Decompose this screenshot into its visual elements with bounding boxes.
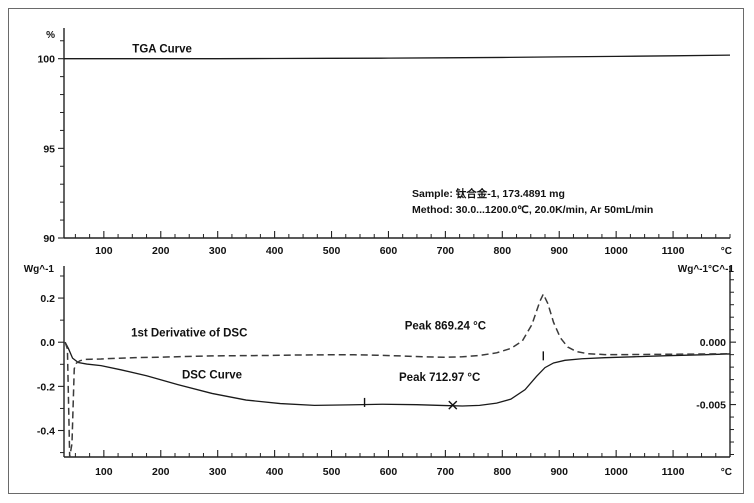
dsc-y-tick--0.2: -0.2	[37, 381, 55, 393]
x-tick-label-1100: 1100	[662, 245, 685, 257]
annotation-peak-869: Peak 869.24 °C	[405, 320, 486, 332]
annotation-derivative-label: 1st Derivative of DSC	[131, 328, 247, 340]
x-axis-unit-top: °C	[721, 246, 732, 257]
series-dsc-curve	[64, 341, 731, 407]
y-tick-label-90: 90	[43, 233, 55, 245]
method-line: Method: 30.0...1200.0℃, 20.0K/min, Ar 50…	[412, 204, 654, 216]
tga-panel: 90 95 100% 100 200 300 400 500 600 700 800 900 1000 1…	[8, 8, 744, 266]
marker-peak-x-712.97	[448, 400, 458, 410]
series-dsc-derivative	[64, 292, 731, 458]
dsc-x-tick-1000: 1000	[604, 466, 628, 478]
x-tick-label-100: 100	[95, 245, 113, 257]
x-tick-label-400: 400	[266, 245, 284, 257]
dsc-x-tick-300: 300	[209, 466, 227, 478]
x-tick-label-500: 500	[323, 245, 341, 257]
tga-plot: 90 95 100% 100 200 300 400 500 600 700 800 900 1000 1…	[37, 28, 732, 257]
dsc-y-axis-unit-left: Wg^-1	[24, 264, 55, 275]
dsc-y-tick-right-0: 0.000	[700, 337, 726, 349]
x-tick-label-300: 300	[209, 245, 227, 257]
dsc-y-tick-0: 0.0	[40, 337, 55, 349]
series-tga-curve	[64, 54, 731, 60]
dsc-y-tick--0.4: -0.4	[37, 426, 55, 438]
dsc-y-tick-0.2: 0.2	[40, 293, 55, 305]
y-tick-label-100: 100	[37, 54, 55, 66]
dsc-x-tick-800: 800	[494, 466, 512, 478]
x-tick-label-700: 700	[437, 245, 455, 257]
annotation-dsc-curve-label: DSC Curve	[182, 370, 242, 382]
dsc-x-tick-500: 500	[323, 466, 341, 478]
dsc-x-tick-1100: 1100	[662, 466, 685, 478]
y-tick-label-95: 95	[43, 143, 55, 155]
sample-info-block: Sample: 钛合金-1, 173.4891 mg Method: 30.0.…	[412, 186, 653, 218]
dsc-x-tick-400: 400	[266, 466, 284, 478]
annotation-tga-curve-label: TGA Curve	[132, 43, 192, 55]
dsc-x-tick-100: 100	[95, 466, 113, 478]
dsc-x-tick-900: 900	[550, 466, 568, 478]
annotation-peak-713: Peak 712.97 °C	[399, 372, 480, 384]
x-tick-label-600: 600	[380, 245, 398, 257]
y-axis-unit-percent: %	[46, 30, 55, 41]
dsc-plot: -0.4 -0.2 0.0 0.2 Wg^-1 -0.005 0.000 Wg^-1°C^-1…	[24, 264, 736, 478]
dsc-x-tick-600: 600	[380, 466, 398, 478]
x-tick-label-900: 900	[550, 245, 568, 257]
x-tick-label-800: 800	[494, 245, 512, 257]
figure-border	[8, 8, 744, 494]
dsc-x-tick-200: 200	[152, 466, 170, 478]
dsc-y-axis-unit-right: Wg^-1°C^-1	[678, 264, 735, 275]
dsc-x-tick-700: 700	[437, 466, 455, 478]
dsc-panel: -0.4 -0.2 0.0 0.2 Wg^-1 -0.005 0.000 Wg^-1°C^-1…	[8, 252, 744, 494]
dsc-y-tick-right--0.005: -0.005	[696, 400, 726, 412]
x-tick-label-1000: 1000	[604, 245, 628, 257]
dsc-x-axis-unit: °C	[721, 467, 732, 478]
sample-line: Sample: 钛合金-1, 173.4891 mg	[412, 188, 565, 200]
x-tick-label-200: 200	[152, 245, 170, 257]
